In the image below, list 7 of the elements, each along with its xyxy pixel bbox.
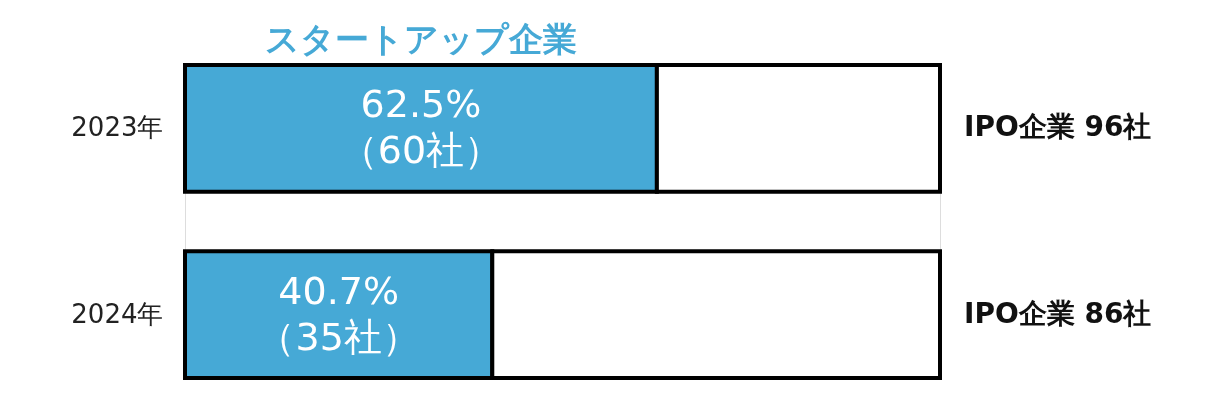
text: IPO企業 96社 <box>964 110 1152 144</box>
y-tick-label: 2023年 <box>71 112 164 143</box>
series-label: スタートアップ企業 <box>264 19 577 59</box>
data-label: 62.5% （60社） <box>339 82 503 173</box>
y-tick-label: 2024年 <box>71 298 164 329</box>
text: IPO企業 86社 <box>964 296 1152 330</box>
data-label: 40.7% （35社） <box>257 268 420 359</box>
